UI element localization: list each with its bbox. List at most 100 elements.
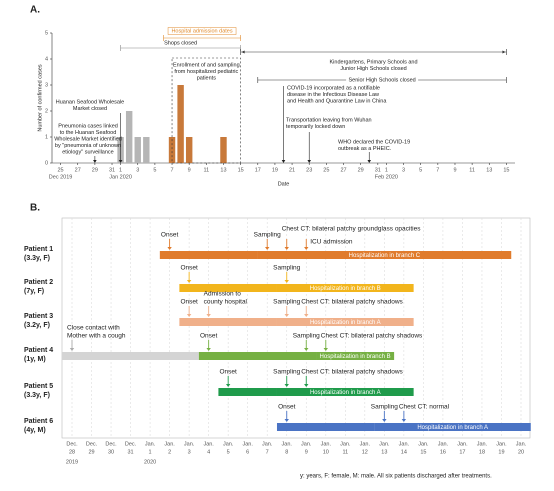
event-arrowhead bbox=[304, 384, 309, 387]
patient-detail: (3.3y, F) bbox=[24, 392, 50, 399]
event-label: Onset bbox=[220, 369, 238, 376]
patient-name: Patient 1 bbox=[24, 246, 53, 253]
x-tick-label: 7 bbox=[436, 167, 439, 173]
x-tick-label: 31 bbox=[128, 449, 134, 455]
event-label: ICU admission bbox=[310, 239, 353, 246]
event-arrowhead bbox=[401, 419, 407, 422]
event-arrowhead bbox=[382, 419, 387, 422]
patient-detail: (7y, F) bbox=[24, 288, 44, 295]
event-label: Chest CT: normal bbox=[399, 404, 450, 411]
annotation-text: Pneumonia cases linked bbox=[58, 123, 118, 129]
x-tick-label: Jan. bbox=[379, 441, 390, 447]
x-tick-label: 1 bbox=[119, 167, 122, 173]
x-tick-label: 11 bbox=[469, 167, 475, 173]
x-tick-label: Jan. bbox=[282, 441, 293, 447]
annotation-arrowhead bbox=[281, 160, 286, 163]
x-tick-label: Jan. bbox=[164, 441, 175, 447]
hospitalization-label: Hospitalization in branch B bbox=[320, 354, 391, 360]
x-tick-label: 30 bbox=[108, 449, 114, 455]
x-tick-label: Dec. bbox=[66, 441, 78, 447]
y-tick-label: 5 bbox=[45, 30, 48, 36]
x-tick-label: 31 bbox=[109, 167, 115, 173]
event-label: Sampling bbox=[254, 232, 281, 239]
x-tick-label: 16 bbox=[440, 449, 446, 455]
event-label: Sampling bbox=[371, 404, 398, 411]
event-label: Chest CT: bilateral patchy shadows bbox=[321, 333, 423, 340]
x-tick-label: 25 bbox=[58, 167, 64, 173]
event-arrowhead bbox=[284, 384, 289, 387]
x-tick-label: 3 bbox=[402, 167, 405, 173]
timeline-bar bbox=[62, 352, 199, 360]
event-arrowhead bbox=[304, 348, 309, 351]
annotation-text: Transportation leaving from Wuhan bbox=[286, 117, 372, 123]
patient-detail: (1y, M) bbox=[24, 356, 46, 363]
x-tick-label: 29 bbox=[358, 167, 364, 173]
event-arrowhead bbox=[304, 314, 309, 317]
x-tick-label: 18 bbox=[479, 449, 485, 455]
annotation-text: by "pneumonia of unknown bbox=[55, 143, 121, 149]
y-tick-label: 0 bbox=[45, 160, 48, 166]
x-tick-label: 9 bbox=[453, 167, 456, 173]
bar bbox=[125, 111, 133, 163]
event-arrowhead bbox=[284, 314, 289, 317]
annotation-arrowhead bbox=[367, 160, 372, 163]
x-tick-label: 31 bbox=[375, 167, 381, 173]
plot-frame bbox=[61, 217, 531, 439]
annotation-text: etiology" surveillance bbox=[62, 149, 113, 155]
x-tick-label: 21 bbox=[289, 167, 295, 173]
footnote: y: years, F: female, M: male. All six pa… bbox=[300, 474, 492, 480]
month-label: Feb 2020 bbox=[375, 174, 398, 180]
event-arrowhead bbox=[167, 247, 172, 250]
bar bbox=[134, 137, 141, 163]
annotation-text: WHO declared the COVID-19 bbox=[338, 139, 410, 145]
y-tick-label: 3 bbox=[45, 82, 48, 88]
x-tick-label: 4 bbox=[207, 449, 210, 455]
patient-detail: (3.2y, F) bbox=[24, 322, 50, 329]
x-tick-label: Dec. bbox=[105, 441, 117, 447]
x-tick-label: 13 bbox=[220, 167, 226, 173]
event-label: Sampling bbox=[273, 299, 300, 306]
event-arrowhead bbox=[323, 348, 328, 351]
x-tick-label: 9 bbox=[305, 449, 308, 455]
timeline-bar bbox=[159, 251, 258, 259]
bar bbox=[177, 85, 184, 163]
timeline-bar bbox=[198, 352, 317, 360]
x-tick-label: 7 bbox=[266, 449, 269, 455]
x-tick-label: Jan. bbox=[516, 441, 527, 447]
event-label: Sampling bbox=[273, 369, 300, 376]
x-tick-label: 20 bbox=[518, 449, 524, 455]
x-tick-label: 15 bbox=[503, 167, 509, 173]
timeline-bar bbox=[316, 352, 395, 360]
annotation-text: from hospitalized pediatric bbox=[174, 69, 238, 75]
hospitalization-label: Hospitalization in branch B bbox=[310, 286, 381, 292]
x-tick-label: 28 bbox=[69, 449, 75, 455]
x-tick-label: 5 bbox=[227, 449, 230, 455]
x-tick-label: Jan. bbox=[360, 441, 371, 447]
event-arrowhead bbox=[284, 280, 289, 283]
patient-name: Patient 2 bbox=[24, 279, 53, 286]
x-tick-label: 8 bbox=[285, 449, 288, 455]
x-tick-label: Jan. bbox=[223, 441, 234, 447]
event-label: Onset bbox=[200, 333, 218, 340]
panel-label: A. bbox=[30, 5, 40, 16]
month-label: Dec 2019 bbox=[49, 174, 73, 180]
x-tick-label: 13 bbox=[381, 449, 387, 455]
x-tick-label: Jan. bbox=[203, 441, 214, 447]
x-tick-label: Jan. bbox=[438, 441, 449, 447]
event-label: Close contact with bbox=[67, 325, 120, 332]
y-tick-label: 1 bbox=[45, 134, 48, 140]
bar bbox=[168, 137, 176, 163]
event-arrowhead bbox=[69, 348, 75, 351]
annotation-text: to the Huanan Seafood bbox=[60, 130, 117, 136]
y-tick-label: 2 bbox=[45, 108, 48, 114]
x-tick-label: Jan. bbox=[418, 441, 429, 447]
x-tick-label: Jan. bbox=[145, 441, 156, 447]
panel-label: B. bbox=[30, 203, 40, 214]
x-tick-label: 14 bbox=[401, 449, 407, 455]
x-tick-label: Dec. bbox=[125, 441, 137, 447]
hospitalization-label: Hospitalization in branch A bbox=[310, 320, 381, 326]
x-tick-label: Jan. bbox=[301, 441, 312, 447]
bar bbox=[185, 137, 193, 163]
patient-name: Patient 3 bbox=[24, 313, 53, 320]
annotation-text: Enrollment of and sampling bbox=[173, 62, 240, 68]
